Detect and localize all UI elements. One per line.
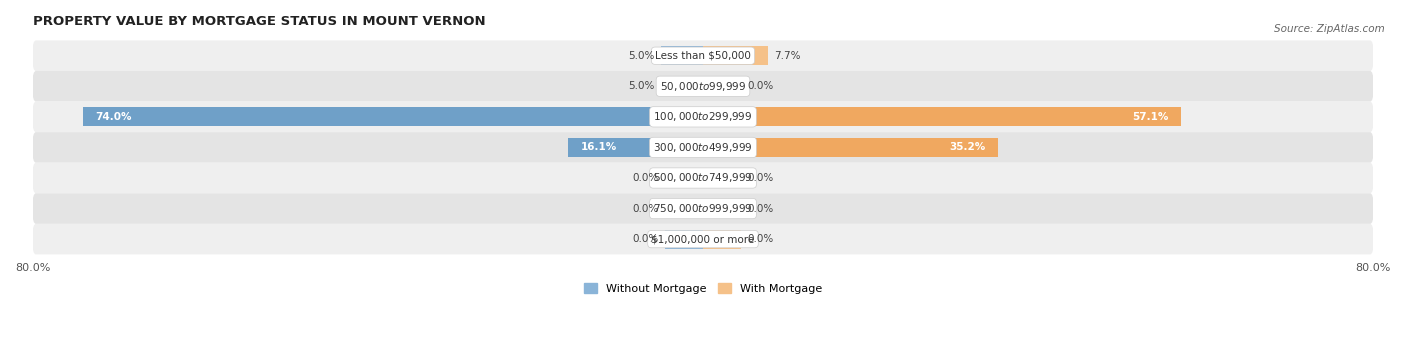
- Bar: [703, 77, 741, 96]
- Text: $500,000 to $749,999: $500,000 to $749,999: [654, 171, 752, 185]
- Text: $300,000 to $499,999: $300,000 to $499,999: [654, 141, 752, 154]
- Text: 0.0%: 0.0%: [748, 234, 773, 244]
- Bar: [703, 230, 741, 249]
- Text: 7.7%: 7.7%: [775, 51, 801, 61]
- Bar: [568, 138, 703, 157]
- Bar: [703, 169, 741, 187]
- Text: 0.0%: 0.0%: [748, 204, 773, 214]
- Text: 0.0%: 0.0%: [633, 173, 658, 183]
- Bar: [83, 107, 703, 126]
- Bar: [665, 169, 703, 187]
- Legend: Without Mortgage, With Mortgage: Without Mortgage, With Mortgage: [579, 278, 827, 298]
- FancyBboxPatch shape: [32, 102, 1374, 132]
- Text: 0.0%: 0.0%: [633, 204, 658, 214]
- Text: 0.0%: 0.0%: [748, 173, 773, 183]
- Bar: [665, 199, 703, 218]
- Bar: [703, 46, 768, 65]
- Bar: [661, 77, 703, 96]
- Text: Less than $50,000: Less than $50,000: [655, 51, 751, 61]
- Text: Source: ZipAtlas.com: Source: ZipAtlas.com: [1274, 24, 1385, 34]
- Text: $50,000 to $99,999: $50,000 to $99,999: [659, 80, 747, 93]
- Bar: [703, 138, 998, 157]
- Text: 74.0%: 74.0%: [96, 112, 132, 122]
- Text: 35.2%: 35.2%: [949, 142, 986, 152]
- Text: 0.0%: 0.0%: [633, 234, 658, 244]
- Text: $750,000 to $999,999: $750,000 to $999,999: [654, 202, 752, 215]
- Text: $100,000 to $299,999: $100,000 to $299,999: [654, 110, 752, 123]
- Text: 57.1%: 57.1%: [1132, 112, 1168, 122]
- Bar: [703, 107, 1181, 126]
- FancyBboxPatch shape: [32, 224, 1374, 254]
- FancyBboxPatch shape: [32, 132, 1374, 163]
- FancyBboxPatch shape: [32, 71, 1374, 102]
- Text: 16.1%: 16.1%: [581, 142, 617, 152]
- Bar: [703, 199, 741, 218]
- Text: 5.0%: 5.0%: [628, 81, 654, 91]
- FancyBboxPatch shape: [32, 40, 1374, 71]
- Text: 5.0%: 5.0%: [628, 51, 654, 61]
- FancyBboxPatch shape: [32, 193, 1374, 224]
- Bar: [661, 46, 703, 65]
- Bar: [665, 230, 703, 249]
- Text: 0.0%: 0.0%: [748, 81, 773, 91]
- Text: $1,000,000 or more: $1,000,000 or more: [651, 234, 755, 244]
- Text: PROPERTY VALUE BY MORTGAGE STATUS IN MOUNT VERNON: PROPERTY VALUE BY MORTGAGE STATUS IN MOU…: [32, 15, 485, 28]
- FancyBboxPatch shape: [32, 163, 1374, 193]
